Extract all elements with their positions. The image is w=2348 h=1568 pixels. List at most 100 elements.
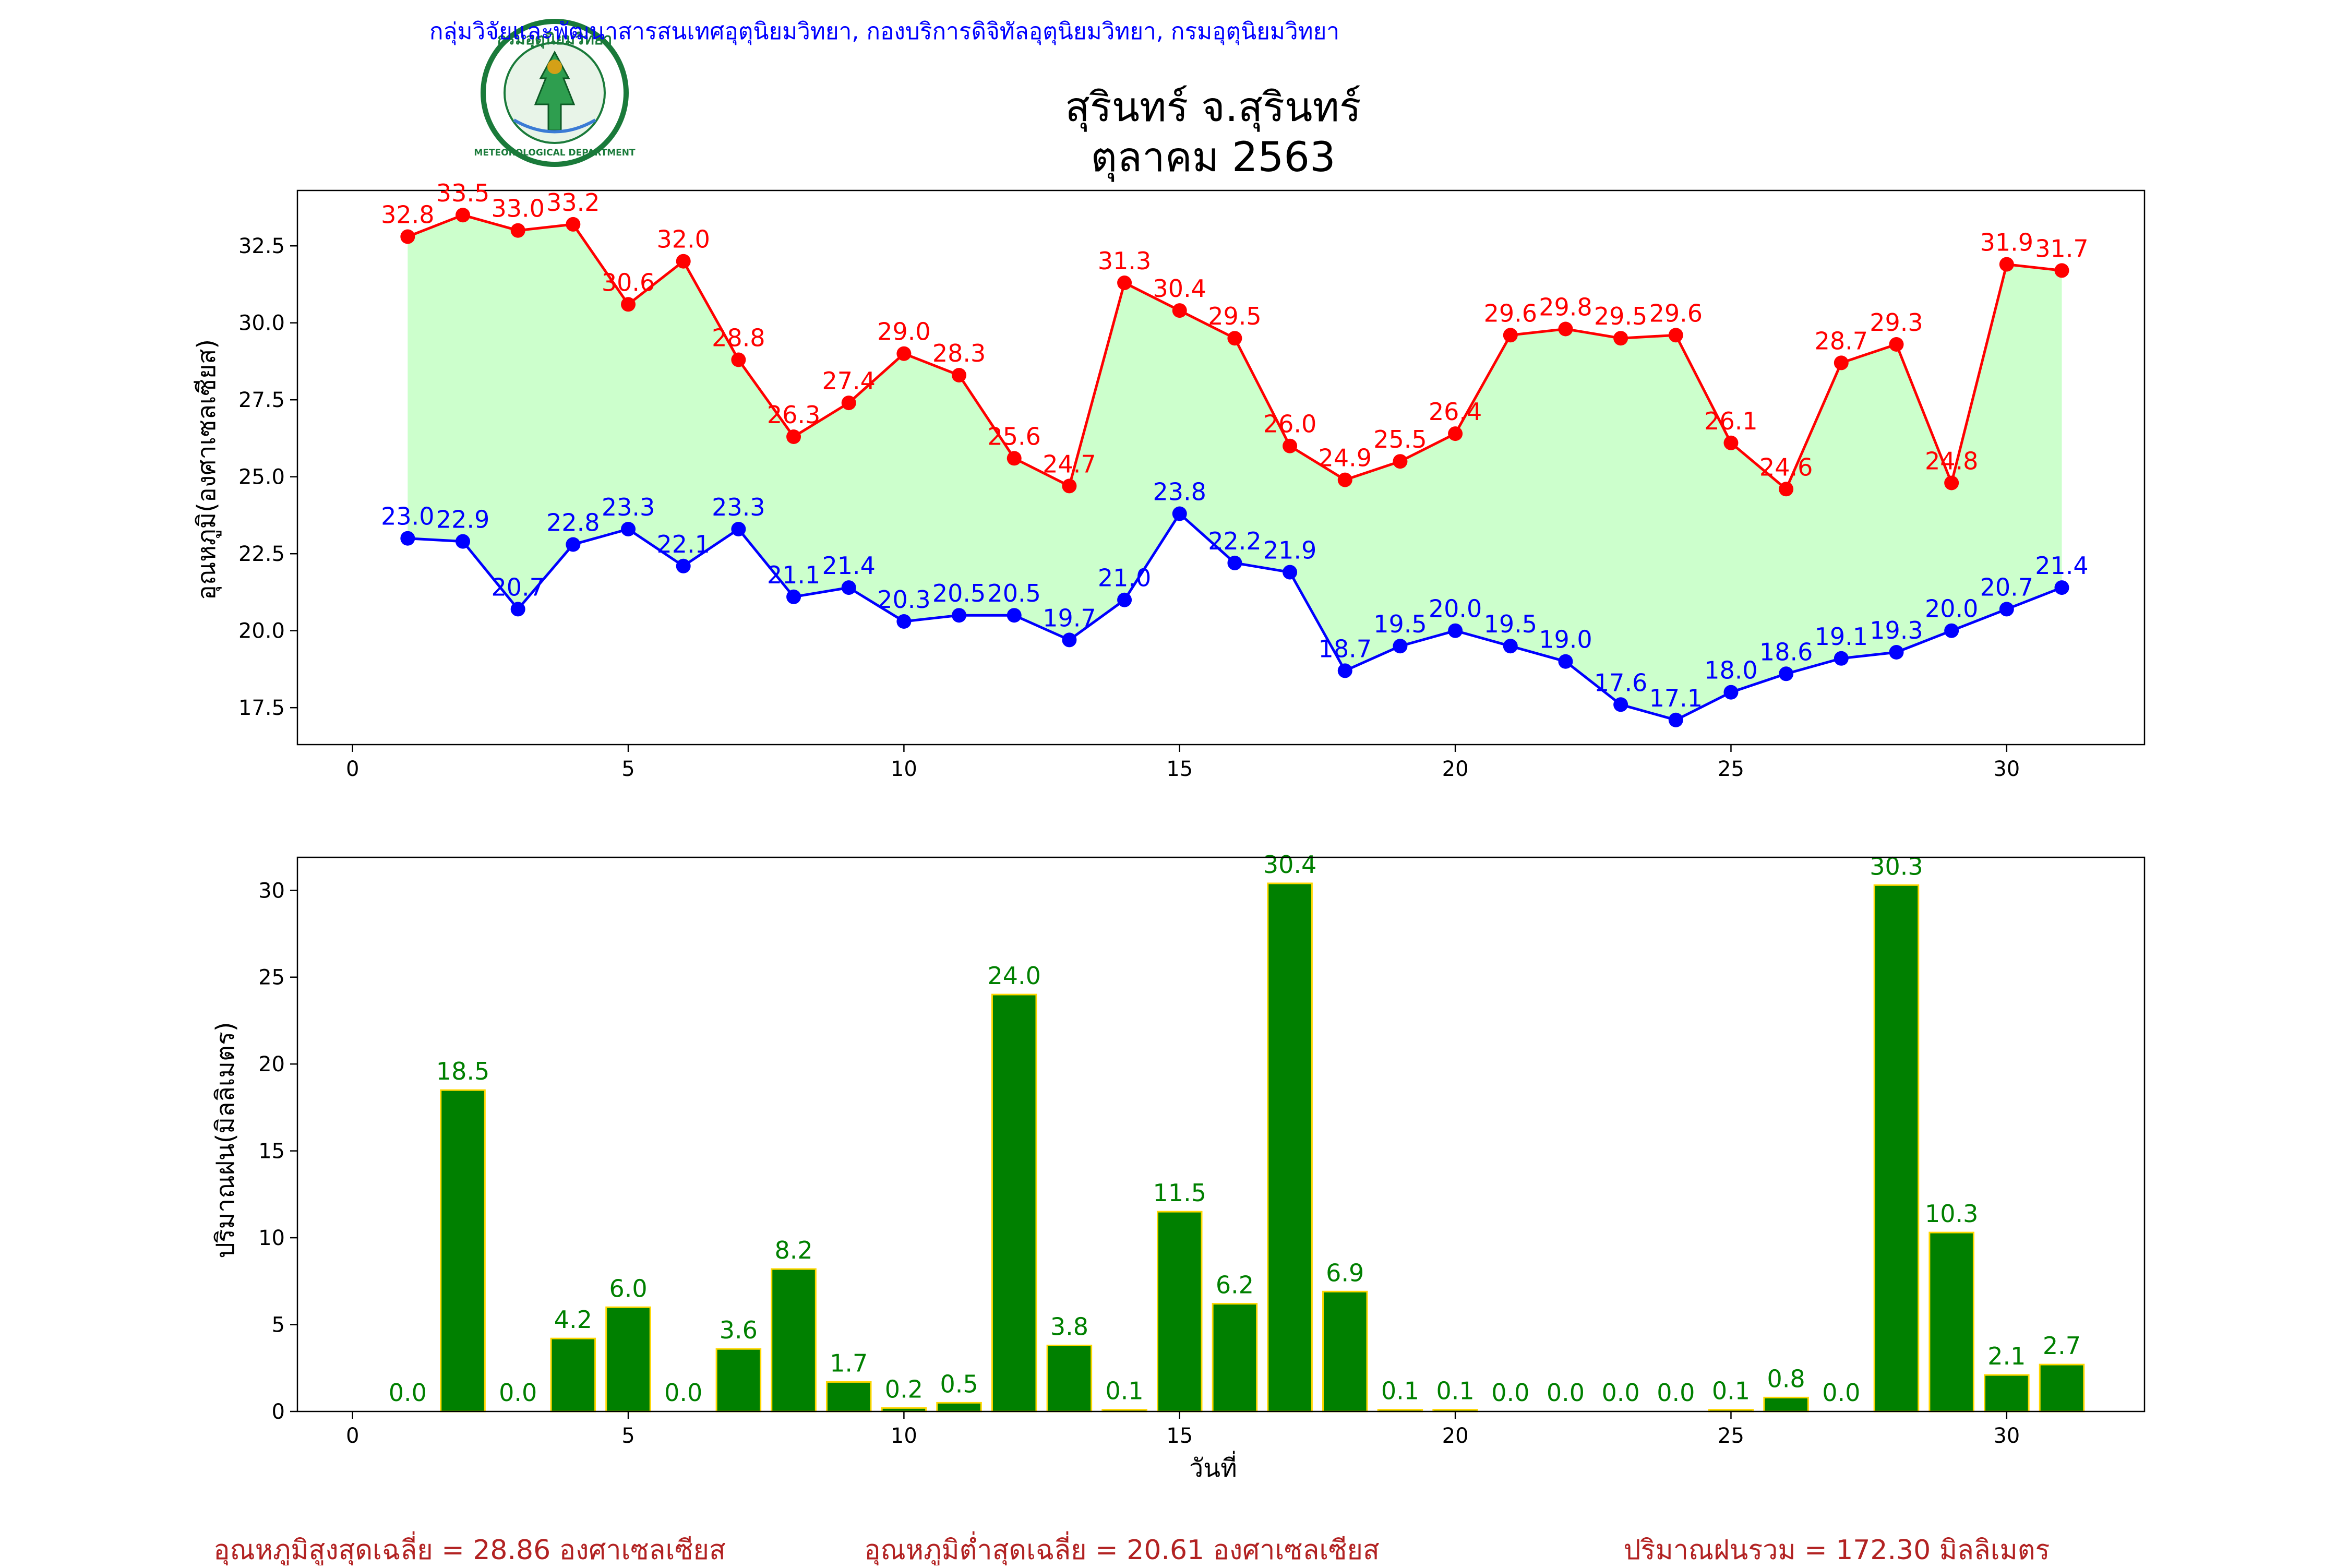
temperature-x-tick-label: 30 xyxy=(1993,757,2020,781)
min-temperature-label: 20.5 xyxy=(932,579,986,607)
crown-icon xyxy=(547,59,562,74)
temperature-y-tick-label: 27.5 xyxy=(238,388,285,412)
rainfall-y-tick-label: 30 xyxy=(258,879,285,903)
rainfall-x-tick-label: 30 xyxy=(1993,1424,2020,1448)
temperature-y-tick-label: 17.5 xyxy=(238,696,285,720)
max-temperature-label: 24.6 xyxy=(1759,453,1813,481)
min-temperature-label: 22.9 xyxy=(436,506,489,534)
max-temperature-point xyxy=(1117,276,1132,290)
temperature-y-tick-label: 25.0 xyxy=(238,465,285,489)
max-temperature-point xyxy=(1779,482,1794,497)
min-temperature-label: 19.3 xyxy=(1870,616,1923,644)
rainfall-bar xyxy=(1763,1396,1809,1413)
rainfall-x-tick-label: 15 xyxy=(1166,1424,1193,1448)
max-temperature-point xyxy=(400,229,415,244)
logo: กรมอุตุนิยมวิทยา METEOROLOGICAL DEPARTME… xyxy=(474,19,636,167)
min-temperature-label: 19.5 xyxy=(1484,610,1537,638)
rainfall-bar-label: 0.0 xyxy=(1547,1379,1585,1407)
logo-top-text: กรมอุตุนิยมวิทยา xyxy=(497,30,612,49)
min-temperature-point xyxy=(1779,666,1794,681)
min-temperature-label: 21.1 xyxy=(767,561,820,589)
rainfall-x-tick-label: 0 xyxy=(346,1424,359,1448)
min-temperature-point xyxy=(400,531,415,546)
rainfall-bar-label: 30.3 xyxy=(1870,852,1923,880)
temperature-x-tick-label: 10 xyxy=(891,757,917,781)
rainfall-bar-label: 10.3 xyxy=(1925,1200,1978,1228)
max-temperature-label: 29.3 xyxy=(1870,308,1923,337)
min-temperature-label: 20.7 xyxy=(1980,573,2033,601)
max-temperature-label: 33.0 xyxy=(491,195,544,223)
min-temperature-point xyxy=(1723,685,1739,700)
max-temperature-label: 26.4 xyxy=(1429,398,1482,426)
temperature-plot-frame xyxy=(296,189,2146,746)
min-temperature-point xyxy=(2054,580,2069,595)
temperature-chart: 17.5 20.0 22.5 25.0 27.5 30.0 32.5 0 5 10 15 20 25 30… xyxy=(238,179,2146,781)
max-temperature-point xyxy=(1834,355,1849,370)
max-temperature-point xyxy=(1668,328,1683,343)
rainfall-x-tick-label: 20 xyxy=(1442,1424,1469,1448)
min-temperature-point xyxy=(1834,651,1849,666)
temperature-y-tick-label: 32.5 xyxy=(238,234,285,258)
min-temperature-label: 23.3 xyxy=(712,493,765,521)
min-temperature-point xyxy=(456,534,471,549)
max-temperature-point xyxy=(1944,475,1959,490)
max-temperature-label: 26.1 xyxy=(1704,407,1757,435)
max-temperature-label: 29.8 xyxy=(1539,293,1592,321)
rainfall-bar-label: 0.0 xyxy=(664,1379,702,1407)
max-temperature-label: 32.8 xyxy=(381,201,434,229)
max-temperature-label: 29.0 xyxy=(877,318,930,346)
rainfall-bar xyxy=(936,1402,982,1413)
rainfall-bar xyxy=(1212,1303,1258,1413)
max-temperature-point xyxy=(510,223,525,238)
max-temperature-label: 29.6 xyxy=(1649,299,1703,327)
logo-bottom-text: METEOROLOGICAL DEPARTMENT xyxy=(474,148,636,158)
max-temperature-label: 31.9 xyxy=(1980,229,2033,257)
max-temperature-label: 29.5 xyxy=(1594,302,1647,330)
max-temperature-point xyxy=(952,368,967,382)
rainfall-chart: 0.0 18.5 0.0 4.2 6.0 0.0 3.6 8.2 1.7 0.2 0.5 24.0 3.… xyxy=(258,851,2146,1448)
chart-title-month: ตุลาคม 2563 xyxy=(1091,134,1335,182)
min-temperature-point xyxy=(952,608,967,623)
rainfall-bar xyxy=(2039,1363,2085,1413)
rainfall-bar-label: 0.0 xyxy=(1602,1379,1640,1407)
rainfall-bar-label: 0.5 xyxy=(940,1370,978,1398)
min-temperature-point xyxy=(566,537,581,552)
max-temperature-point xyxy=(1448,426,1463,441)
min-temperature-point xyxy=(1227,555,1242,570)
temperature-y-tick-label: 30.0 xyxy=(238,312,285,336)
max-temperature-label: 24.8 xyxy=(1925,447,1978,475)
min-temperature-point xyxy=(621,522,636,536)
max-temperature-label: 33.5 xyxy=(436,179,489,207)
rainfall-bar-label: 8.2 xyxy=(774,1236,812,1264)
min-temperature-label: 20.0 xyxy=(1429,595,1482,623)
rainfall-bar xyxy=(1984,1374,2030,1413)
rainfall-y-tick-label: 0 xyxy=(272,1400,285,1424)
rainfall-bar xyxy=(1046,1344,1093,1413)
rainfall-bar xyxy=(991,994,1037,1413)
rainfall-bar-label: 4.2 xyxy=(554,1306,592,1334)
rainfall-bar-label: 0.1 xyxy=(1712,1377,1750,1405)
min-temperature-label: 19.5 xyxy=(1373,610,1427,638)
temperature-range-fill xyxy=(408,215,2062,720)
rainfall-bar xyxy=(605,1306,651,1413)
min-temperature-label: 19.0 xyxy=(1539,626,1592,654)
max-temperature-point xyxy=(1172,303,1187,318)
max-temperature-point xyxy=(1283,438,1298,453)
temperature-y-tick-label: 22.5 xyxy=(238,542,285,566)
rainfall-bar xyxy=(1928,1231,1974,1413)
footer-rain-total: ปริมาณฝนรวม = 172.30 มิลลิเมตร xyxy=(1624,1535,2050,1565)
rainfall-y-tick-label: 15 xyxy=(258,1140,285,1164)
water-wave-icon xyxy=(513,118,596,134)
temperature-x-tick-label: 25 xyxy=(1718,757,1744,781)
min-temperature-label: 23.8 xyxy=(1153,478,1206,506)
max-temperature-point xyxy=(1503,328,1518,343)
max-temperature-label: 33.2 xyxy=(546,188,600,217)
rainfall-bar xyxy=(715,1348,762,1413)
temperature-x-tick-label: 15 xyxy=(1166,757,1193,781)
max-temperature-label: 29.5 xyxy=(1208,302,1261,330)
max-temperature-point xyxy=(2054,263,2069,278)
rainfall-bar-label: 0.1 xyxy=(1436,1377,1475,1405)
min-temperature-point xyxy=(1668,712,1683,727)
chart-title-station: สุรินทร์ จ.สุรินทร์ xyxy=(1065,84,1361,132)
